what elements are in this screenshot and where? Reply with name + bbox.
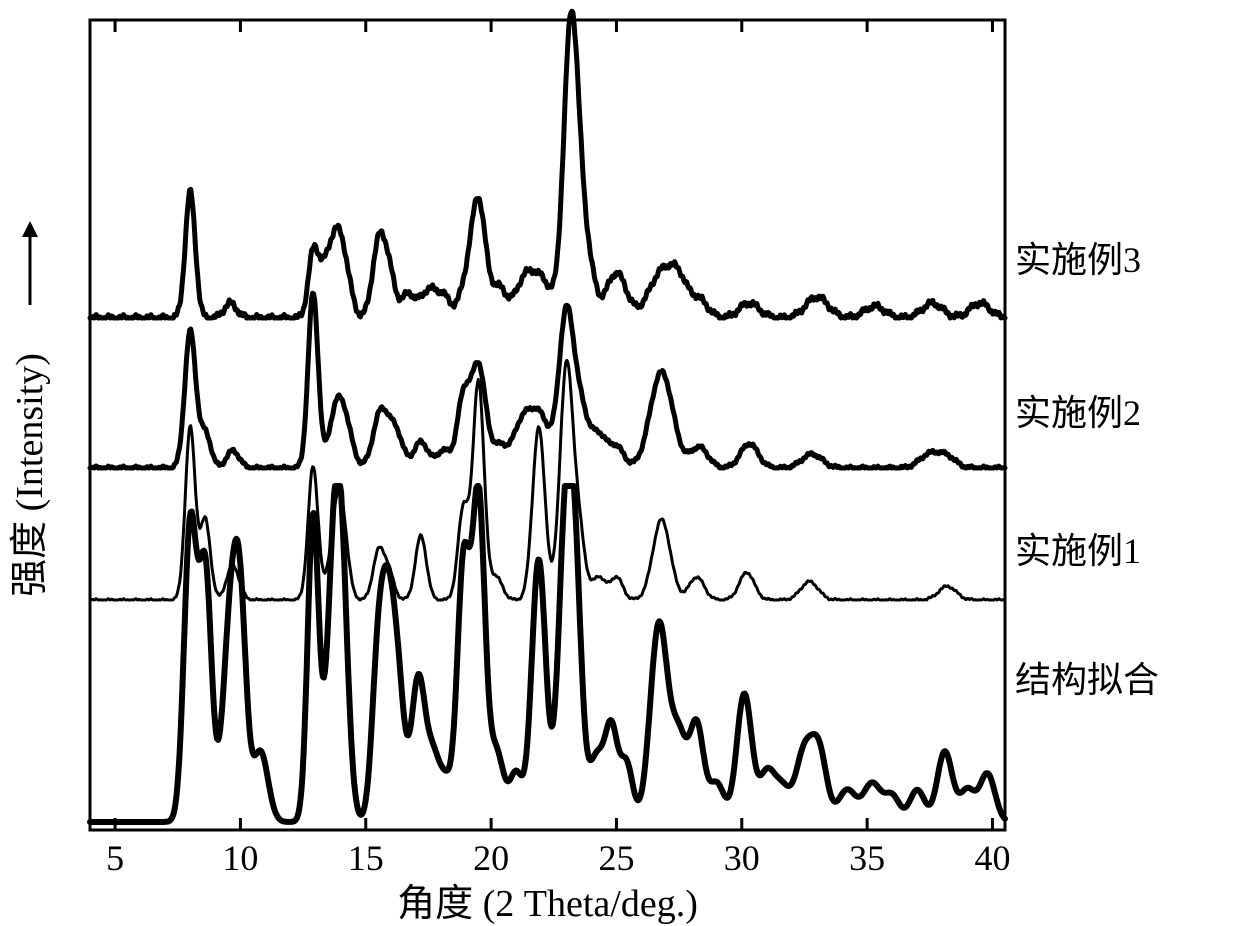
series-label-ex2: 实施例2 [1015,393,1141,433]
x-tick-label: 20 [473,838,509,878]
x-tick-label: 10 [222,838,258,878]
series-label-fit: 结构拟合 [1015,660,1159,700]
series-group [90,11,1005,822]
x-tick-label: 15 [348,838,384,878]
x-tick-label: 25 [598,838,634,878]
series-ex1 [90,360,1005,600]
series-ex2 [90,293,1005,468]
y-axis-title-group: 强度 (Intensity) [9,221,51,597]
x-tick-label: 35 [849,838,885,878]
x-tick-label: 5 [106,838,124,878]
x-tick-label: 40 [974,838,1010,878]
series-labels: 结构拟合 实施例1 实施例2 实施例3 [1015,240,1159,700]
x-axis-title: 角度 (2 Theta/deg.) [397,883,698,925]
xrd-chart: 5 10 15 20 25 30 35 40 角度 (2 Theta/deg.) 强度 (In… [0,0,1240,926]
series-ex3 [90,11,1005,318]
x-tick-label: 30 [724,838,760,878]
series-label-ex1: 实施例1 [1015,531,1141,571]
series-label-ex3: 实施例3 [1015,240,1141,280]
x-axis-ticks: 5 10 15 20 25 30 35 40 [106,20,1010,878]
y-axis-arrow-icon [22,221,38,305]
y-axis-title: 强度 (Intensity) [9,353,51,597]
